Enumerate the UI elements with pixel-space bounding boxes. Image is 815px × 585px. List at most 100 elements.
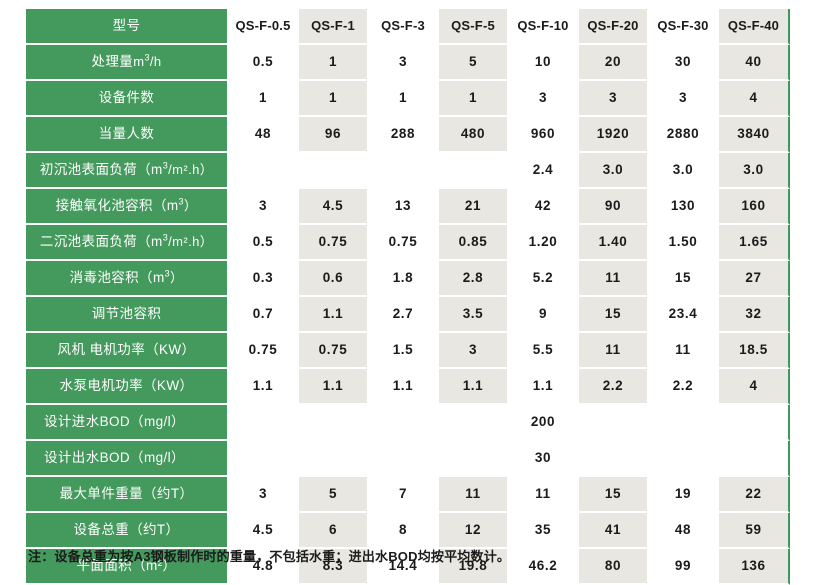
data-cell: 1920	[579, 117, 649, 153]
data-cell: 1	[299, 45, 369, 81]
row-label-superscript: 3	[164, 268, 171, 279]
data-cell: 1	[299, 81, 369, 117]
row-label-text: 当量人数	[98, 126, 155, 142]
data-cell: 130	[649, 189, 719, 225]
data-cell: 1.40	[579, 225, 649, 261]
data-cell: 27	[719, 261, 790, 297]
data-cell: 15	[649, 261, 719, 297]
row-label-tail: /h	[149, 54, 162, 70]
data-cell: 3	[439, 333, 509, 369]
data-cell: 1.1	[509, 369, 579, 405]
empty-span-cell	[579, 441, 790, 477]
row-label-text: 设计出水BOD（mg/l）	[44, 450, 185, 466]
data-cell: 30	[509, 441, 579, 477]
row-label-cell: 调节池容积	[26, 297, 229, 333]
data-cell: 22	[719, 477, 790, 513]
spec-table-container: 型号 QS-F-0.5 QS-F-1 QS-F-3 QS-F-5 QS-F-10 QS-F-…	[26, 9, 790, 585]
data-cell: 11	[439, 477, 509, 513]
row-label-text: 设备总重（约T）	[73, 522, 180, 538]
data-cell: 1.1	[439, 369, 509, 405]
model-header-cell: QS-F-5	[439, 9, 509, 45]
row-label-cell: 接触氧化池容积（m3）	[26, 189, 229, 225]
data-cell: 0.75	[229, 333, 299, 369]
data-cell: 8	[369, 513, 439, 549]
table-row: 处理量m3/h 0.5 1 3 5 10 20 30 40	[26, 45, 790, 81]
spec-table-body: 型号 QS-F-0.5 QS-F-1 QS-F-3 QS-F-5 QS-F-10 QS-F-…	[26, 9, 790, 585]
empty-span-cell	[579, 405, 790, 441]
data-cell: 0.7	[229, 297, 299, 333]
data-cell: 11	[579, 261, 649, 297]
data-cell: 15	[579, 297, 649, 333]
data-cell: 41	[579, 513, 649, 549]
empty-span-cell	[229, 441, 509, 477]
row-label-cell: 设计出水BOD（mg/l）	[26, 441, 229, 477]
data-cell: 11	[509, 477, 579, 513]
data-cell: 48	[229, 117, 299, 153]
row-label-text: 初沉池表面负荷（m	[39, 162, 163, 178]
data-cell: 2880	[649, 117, 719, 153]
data-cell: 0.75	[299, 333, 369, 369]
data-cell: 1.1	[369, 369, 439, 405]
model-header-cell: QS-F-0.5	[229, 9, 299, 45]
data-cell: 3840	[719, 117, 790, 153]
data-cell: 2.4	[509, 153, 579, 189]
table-row: 设计进水BOD（mg/l） 200	[26, 405, 790, 441]
data-cell: 2.8	[439, 261, 509, 297]
table-header-row: 型号 QS-F-0.5 QS-F-1 QS-F-3 QS-F-5 QS-F-10 QS-F-…	[26, 9, 790, 45]
row-label-text: 二沉池表面负荷（m	[39, 234, 163, 250]
row-label-superscript: 3	[162, 160, 169, 171]
table-row: 风机 电机功率（KW） 0.75 0.75 1.5 3 5.5 11 11 18.5	[26, 333, 790, 369]
model-header-cell: QS-F-20	[579, 9, 649, 45]
data-cell: 19	[649, 477, 719, 513]
table-row: 设计出水BOD（mg/l） 30	[26, 441, 790, 477]
data-cell: 30	[649, 45, 719, 81]
data-cell: 99	[649, 549, 719, 585]
table-row: 初沉池表面负荷（m3/m².h） 2.4 3.0 3.0 3.0	[26, 153, 790, 189]
data-cell: 0.5	[229, 225, 299, 261]
row-label-unit: m	[133, 54, 145, 70]
row-label-tail: /m².h）	[168, 234, 214, 250]
table-row: 调节池容积 0.7 1.1 2.7 3.5 9 15 23.4 32	[26, 297, 790, 333]
data-cell: 480	[439, 117, 509, 153]
data-cell: 2.7	[369, 297, 439, 333]
row-label-text: 设备件数	[98, 90, 155, 106]
data-cell: 3	[229, 189, 299, 225]
data-cell: 48	[649, 513, 719, 549]
data-cell: 7	[369, 477, 439, 513]
data-cell: 1.1	[229, 369, 299, 405]
data-cell: 3.0	[719, 153, 790, 189]
data-cell: 1	[229, 81, 299, 117]
data-cell: 20	[579, 45, 649, 81]
data-cell: 80	[579, 549, 649, 585]
row-label-text: 调节池容积	[91, 306, 162, 322]
row-label-cell: 初沉池表面负荷（m3/m².h）	[26, 153, 229, 189]
data-cell: 59	[719, 513, 790, 549]
data-cell: 136	[719, 549, 790, 585]
data-cell: 21	[439, 189, 509, 225]
data-cell: 0.6	[299, 261, 369, 297]
data-cell: 1	[369, 81, 439, 117]
data-cell: 40	[719, 45, 790, 81]
data-cell: 3	[579, 81, 649, 117]
table-row: 二沉池表面负荷（m3/m².h） 0.5 0.75 0.75 0.85 1.20 1.40 1…	[26, 225, 790, 261]
row-label-cell: 风机 电机功率（KW）	[26, 333, 229, 369]
data-cell: 2.2	[579, 369, 649, 405]
data-cell: 23.4	[649, 297, 719, 333]
data-cell: 10	[509, 45, 579, 81]
row-label-text: 设计进水BOD（mg/l）	[44, 414, 185, 430]
model-header-cell: QS-F-40	[719, 9, 790, 45]
row-label-superscript: 3	[162, 232, 169, 243]
row-label-text: 消毒池容积（m	[69, 270, 165, 286]
data-cell: 960	[509, 117, 579, 153]
header-label-cell: 型号	[26, 9, 229, 45]
data-cell: 288	[369, 117, 439, 153]
data-cell: 6	[299, 513, 369, 549]
data-cell: 0.85	[439, 225, 509, 261]
data-cell: 0.75	[369, 225, 439, 261]
data-cell: 200	[509, 405, 579, 441]
data-cell: 1.20	[509, 225, 579, 261]
data-cell: 5.5	[509, 333, 579, 369]
row-label-text: 水泵电机功率（KW）	[59, 378, 194, 394]
table-row: 设备总重（约T） 4.5 6 8 12 35 41 48 59	[26, 513, 790, 549]
model-header-cell: QS-F-10	[509, 9, 579, 45]
